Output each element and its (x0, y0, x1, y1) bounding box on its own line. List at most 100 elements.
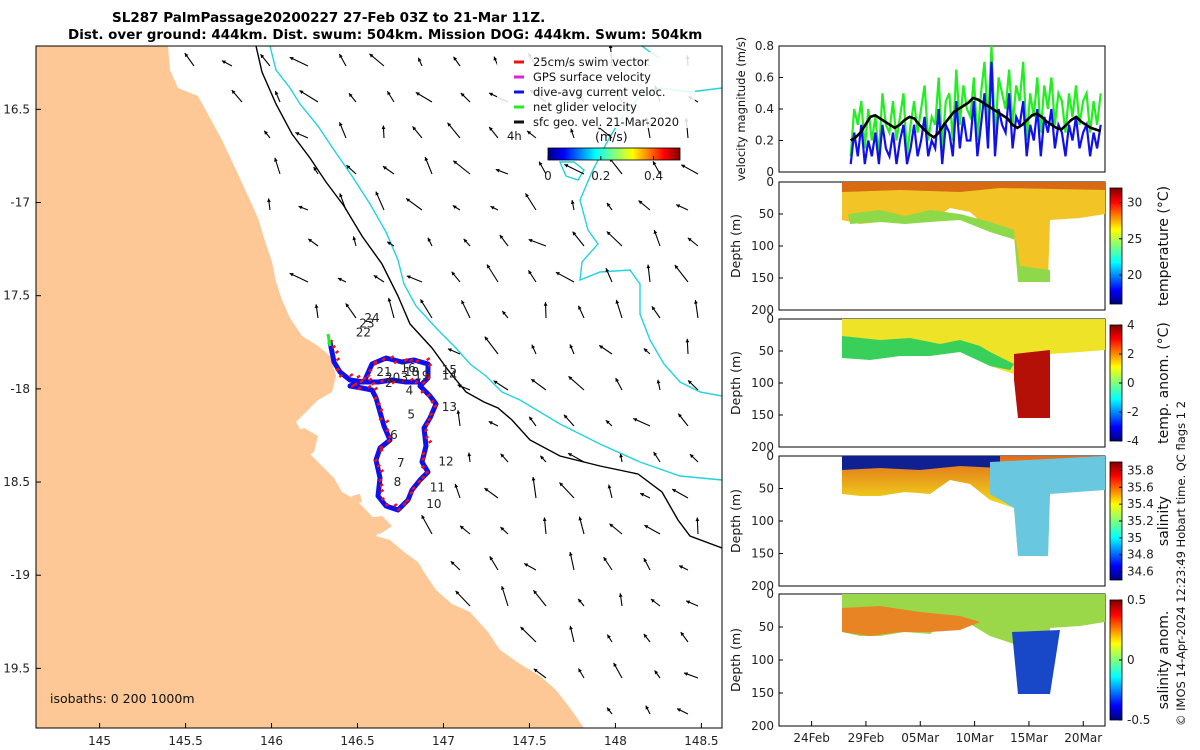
section-ytick-label: 150 (751, 547, 774, 561)
day-marker: 21 (376, 365, 391, 379)
geo-velocity-arrowhead (570, 128, 574, 133)
footer-note: © IMOS 14-Apr-2024 12:23:49 Hobart time.… (1174, 401, 1188, 726)
section-ytick-label: 50 (759, 207, 774, 221)
salinity-anomaly-section (778, 593, 1106, 727)
small-island (352, 494, 362, 504)
section-ytick-label: 150 (751, 271, 774, 285)
geo-velocity-arrowhead (606, 202, 611, 207)
day-marker: 10 (426, 497, 441, 511)
day-marker: 4 (406, 383, 414, 397)
geo-velocity-arrowhead (568, 552, 573, 556)
velocity-series (849, 45, 1102, 165)
section-cbar-label: salinity anom. (1156, 611, 1172, 710)
swim-vector (409, 358, 414, 363)
geo-velocity-arrowhead (387, 297, 392, 302)
swim-vector (420, 475, 426, 480)
geo-velocity-arrowhead (488, 421, 493, 425)
map-xtick-label: 146.5 (340, 734, 374, 748)
colorbar-tick-label: 2 (1127, 347, 1135, 361)
geo-velocity-arrowhead (633, 418, 638, 422)
swim-vector (421, 456, 426, 461)
geo-velocity-arrowhead (375, 191, 380, 196)
net-glider-start (326, 333, 332, 347)
temperature-field (842, 182, 1105, 282)
swim-vector (335, 367, 340, 372)
legend-box (497, 52, 695, 128)
time-tick-label: 20Mar (1064, 731, 1102, 745)
geo-velocity-arrowhead (184, 53, 189, 58)
geo-velocity-arrow (299, 90, 319, 103)
geo-velocity-arrowhead (643, 633, 648, 638)
swim-vector (378, 478, 383, 483)
geo-velocity-arrowhead (654, 670, 659, 675)
section-ytick-label: 200 (751, 579, 774, 593)
swim-vector (389, 355, 395, 360)
swim-vector (427, 417, 432, 422)
time-tick-label: 15Mar (1010, 731, 1048, 745)
section-ylabel: Depth (m) (728, 489, 743, 553)
geo-velocity-arrowhead (489, 92, 494, 97)
geo-velocity-arrowhead (500, 527, 505, 531)
geo-velocity-arrowhead (674, 265, 679, 269)
day-marker: 5 (407, 408, 415, 422)
geo-velocity-arrowhead (606, 231, 611, 236)
day-marker: 6 (390, 428, 398, 442)
swim-vector (421, 380, 426, 385)
map-xtick-label: 145 (88, 734, 111, 748)
geo-velocity-arrowhead (608, 46, 613, 49)
section-ytick-label: 100 (751, 653, 774, 667)
geo-velocity-arrowhead (568, 453, 573, 457)
geo-velocity-arrowhead (420, 299, 424, 304)
geo-velocity-arrowhead (564, 164, 569, 168)
geo-velocity-arrowhead (694, 300, 698, 304)
geo-velocity-arrowhead (502, 310, 506, 315)
swim-vector (409, 490, 414, 495)
colorbar-tick-label: 0.5 (1127, 593, 1146, 607)
swim-vector (433, 404, 438, 409)
map-xtick-label: 145.5 (168, 734, 202, 748)
day-marker: 15 (442, 363, 457, 377)
swim-vector (386, 378, 391, 383)
map-y-axis: 16.5 -17 17.5 -18 18.5 -19 19.5 (3, 102, 41, 675)
section-ytick-label: 0 (766, 587, 774, 601)
geo-velocity-arrow (452, 160, 471, 175)
geo-velocity-arrowhead (424, 157, 429, 161)
geo-velocity-arrowhead (613, 662, 618, 667)
geo-velocity-arrowhead (603, 557, 608, 562)
geo-velocity-arrowhead (452, 205, 457, 209)
geo-velocity-arrowhead (527, 130, 532, 135)
geo-velocity-arrowhead (543, 302, 548, 306)
day-marker: 23 (359, 316, 374, 330)
salinity-anomaly-salty (842, 606, 980, 636)
section-ytick-label: 150 (751, 408, 774, 422)
geo-velocity-arrowhead (678, 413, 682, 418)
geo-velocity-arrowhead (348, 93, 353, 98)
legend-entry: 25cm/s swim vector (533, 55, 649, 69)
colorbar-tick-label: 0 (1127, 653, 1135, 667)
geo-velocity-arrowhead (314, 304, 319, 309)
swim-vector (379, 379, 385, 384)
swim-vector (427, 363, 433, 368)
swim-vector (417, 479, 422, 484)
temperature-section (778, 181, 1106, 311)
colorbar-tick-label: -4 (1127, 434, 1139, 448)
swim-vector (379, 483, 384, 488)
day-marker: 2 (385, 376, 393, 390)
swim-vector (368, 368, 373, 373)
section-ytick-label: 100 (751, 514, 774, 528)
section-ytick-label: 0 (766, 449, 774, 463)
swim-vector (379, 408, 384, 413)
swim-vector (393, 503, 398, 508)
swim-vector (378, 417, 383, 422)
map-xtick-label: 147.5 (512, 734, 546, 748)
swim-vector (373, 360, 378, 365)
velocity-y-axis: 0 0.2 0.4 0.6 0.8 (755, 39, 783, 179)
geo-velocity-arrowhead (373, 275, 378, 279)
section-cbar-label: temperature (°C) (1156, 186, 1172, 306)
swim-vector (381, 357, 386, 362)
coastline-land (36, 46, 584, 728)
geo-velocity-arrowhead (412, 126, 417, 131)
geo-velocity-arrowhead (221, 60, 226, 64)
velocity-ytick-label: 0.4 (755, 102, 774, 116)
